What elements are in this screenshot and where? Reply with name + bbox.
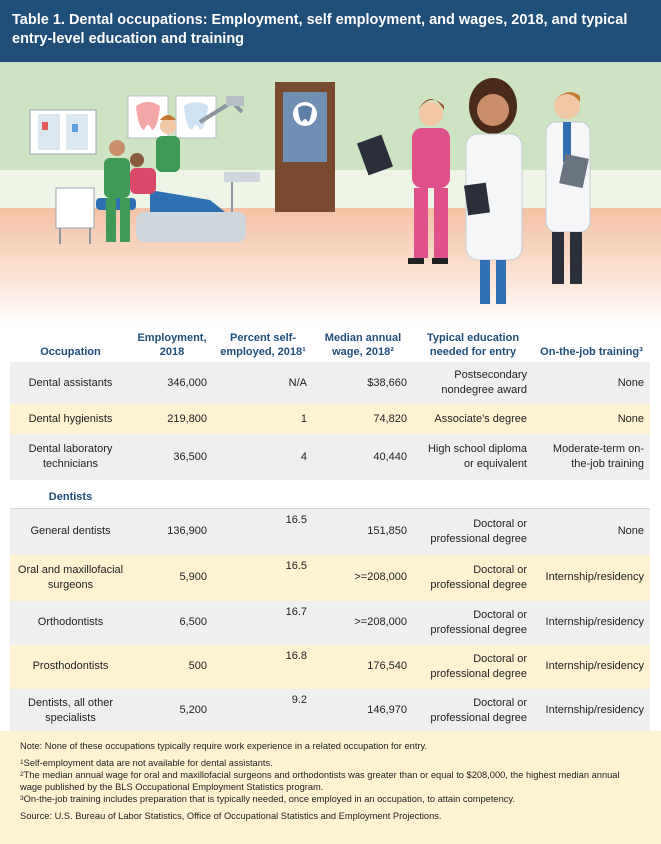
column-header: Employment, 2018 <box>137 332 207 358</box>
doctor-woman-figure-icon <box>464 78 523 304</box>
dental-office-illustration <box>0 62 661 324</box>
footnote-marker: 2 <box>20 771 24 778</box>
dentist-figure-icon <box>104 140 130 242</box>
self-employed-cell: 16.8 <box>213 644 313 689</box>
assistant-figure-icon <box>156 115 180 172</box>
training-cell: Internship/residency <box>533 644 650 689</box>
section-label: Dentists <box>10 480 131 509</box>
column-header: Percent self-employed, 2018¹ <box>220 332 306 358</box>
cabinet-icon <box>29 109 97 155</box>
table-title: Table 1. Dental occupations: Employment,… <box>12 12 628 47</box>
employment-cell: 136,900 <box>131 508 213 555</box>
self-employed-cell: 16.7 <box>213 600 313 645</box>
training-cell: Internship/residency <box>533 600 650 645</box>
training-cell: None <box>533 404 650 434</box>
wage-cell: $38,660 <box>313 362 413 404</box>
table-row: Dentists, all other specialists 5,200 9.… <box>10 688 650 733</box>
doctor-man-figure-icon <box>545 92 591 284</box>
hygienist-figure-icon <box>356 99 450 264</box>
wage-cell: 40,440 <box>313 434 413 480</box>
education-cell: Postsecondary nondegree award <box>413 362 533 404</box>
self-employed-cell: 1 <box>213 404 313 434</box>
footnotes-panel: Note: None of these occupations typicall… <box>0 731 661 844</box>
table-row: Oral and maxillofacial surgeons 5,900 16… <box>10 554 650 601</box>
occupation-cell: Dentists, all other specialists <box>10 688 131 733</box>
self-employed-cell: 9.2 <box>213 688 313 733</box>
table-title-banner: Table 1. Dental occupations: Employment,… <box>0 0 661 62</box>
self-employed-cell: 16.5 <box>213 554 313 601</box>
employment-cell: 5,200 <box>131 688 213 733</box>
self-employed-cell: 4 <box>213 434 313 480</box>
column-header: On-the-job training³ <box>540 346 643 358</box>
employment-cell: 219,800 <box>131 404 213 434</box>
footnote-1: 1Self-employment data are not available … <box>20 757 641 769</box>
education-cell: Doctoral or professional degree <box>413 644 533 689</box>
table-row: Dental assistants 346,000 N/A $38,660 Po… <box>10 362 650 404</box>
occupation-cell: Dental laboratory technicians <box>10 434 131 480</box>
training-cell: Internship/residency <box>533 554 650 601</box>
employment-cell: 36,500 <box>131 434 213 480</box>
occupation-cell: Orthodontists <box>10 600 131 645</box>
column-header: Typical education needed for entry <box>426 332 520 358</box>
occupation-cell: Dental hygienists <box>10 404 131 434</box>
training-cell: None <box>533 508 650 555</box>
self-employed-cell: 16.5 <box>213 508 313 555</box>
wage-cell: 146,970 <box>313 688 413 733</box>
source-line: Source: U.S. Bureau of Labor Statistics,… <box>20 811 442 821</box>
wage-cell: >=208,000 <box>313 600 413 645</box>
occupation-table-container: Occupation Employment, 2018 Percent self… <box>10 326 650 733</box>
table-row: General dentists 136,900 16.5 151,850 Do… <box>10 508 650 555</box>
door-icon <box>275 82 335 212</box>
occupation-cell: General dentists <box>10 508 131 555</box>
column-header: Median annual wage, 2018² <box>324 332 402 358</box>
table-header-row: Occupation Employment, 2018 Percent self… <box>10 326 650 362</box>
training-cell: Internship/residency <box>533 688 650 733</box>
column-header: Occupation <box>40 346 101 358</box>
training-cell: None <box>533 362 650 404</box>
patient-figure-icon <box>130 153 156 194</box>
wage-cell: >=208,000 <box>313 554 413 601</box>
employment-cell: 5,900 <box>131 554 213 601</box>
wage-cell: 151,850 <box>313 508 413 555</box>
occupation-cell: Dental assistants <box>10 362 131 404</box>
education-cell: Doctoral or professional degree <box>413 554 533 601</box>
footnote-marker: 3 <box>20 795 24 802</box>
footnote-text: Self-employment data are not available f… <box>23 758 273 768</box>
employment-cell: 6,500 <box>131 600 213 645</box>
training-cell: Moderate-term on-the-job training <box>533 434 650 480</box>
occupation-table: Occupation Employment, 2018 Percent self… <box>10 326 650 733</box>
wage-cell: 176,540 <box>313 644 413 689</box>
self-employed-cell: N/A <box>213 362 313 404</box>
footnote-text: On-the-job training includes preparation… <box>23 794 515 804</box>
employment-cell: 346,000 <box>131 362 213 404</box>
table-row: Prosthodontists 500 16.8 176,540 Doctora… <box>10 644 650 689</box>
education-cell: High school diploma or equivalent <box>413 434 533 480</box>
table-row: Dental laboratory technicians 36,500 4 4… <box>10 434 650 480</box>
footnote-2: 2The median annual wage for oral and max… <box>20 769 641 793</box>
education-cell: Associate's degree <box>413 404 533 434</box>
table-row: Dental hygienists 219,800 1 74,820 Assoc… <box>10 404 650 434</box>
table-note: Note: None of these occupations typicall… <box>20 741 428 751</box>
education-cell: Doctoral or professional degree <box>413 508 533 555</box>
employment-cell: 500 <box>131 644 213 689</box>
wage-cell: 74,820 <box>313 404 413 434</box>
occupation-cell: Prosthodontists <box>10 644 131 689</box>
section-row: Dentists <box>10 480 650 509</box>
footnote-text: The median annual wage for oral and maxi… <box>20 770 620 792</box>
education-cell: Doctoral or professional degree <box>413 600 533 645</box>
footnote-marker: 1 <box>20 759 24 766</box>
education-cell: Doctoral or professional degree <box>413 688 533 733</box>
occupation-cell: Oral and maxillofacial surgeons <box>10 554 131 601</box>
table-row: Orthodontists 6,500 16.7 >=208,000 Docto… <box>10 600 650 645</box>
footnote-3: 3On-the-job training includes preparatio… <box>20 793 641 805</box>
